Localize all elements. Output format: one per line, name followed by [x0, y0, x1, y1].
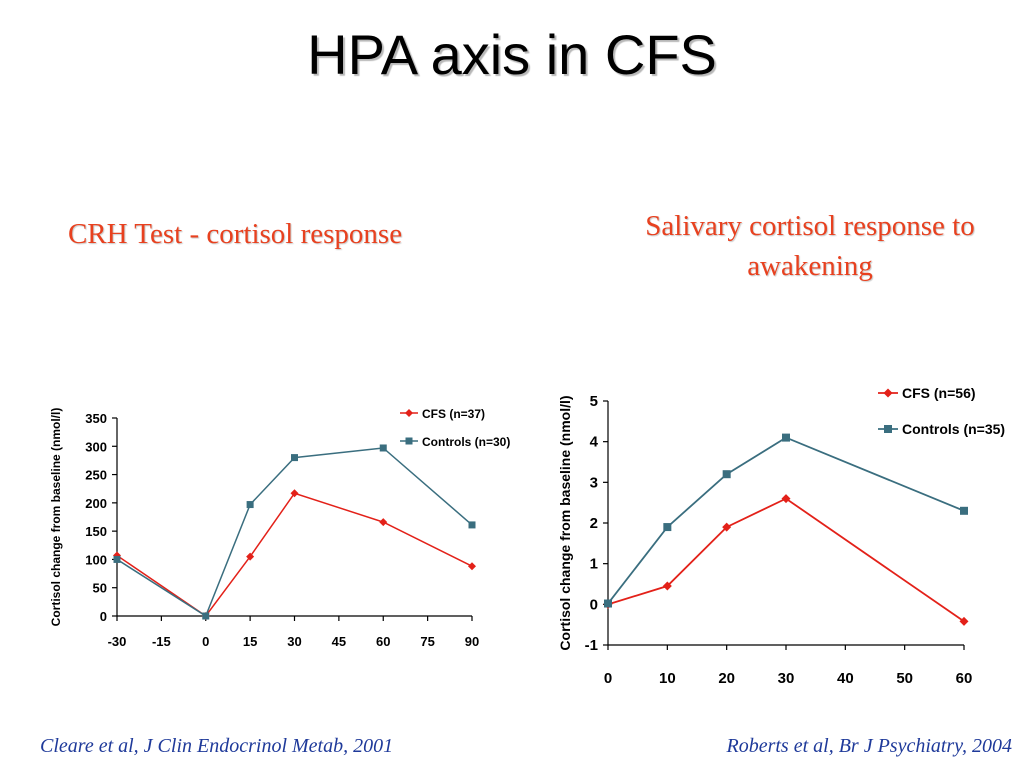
cfs-data-point: [246, 552, 255, 561]
legend-marker: [884, 425, 892, 433]
y-tick-label: 5: [590, 393, 598, 410]
y-tick-label: 4: [590, 434, 599, 451]
crh-test-chart: 0 50 100 150 200 250 300 350 -30 -15 0 15 30 45 60 75 90…: [49, 407, 510, 649]
y-tick-label: 350: [85, 411, 107, 426]
y-tick-label: 100: [85, 552, 107, 567]
cfs-data-point: [959, 616, 969, 626]
controls-data-point: [202, 612, 210, 620]
cfs-data-point: [722, 522, 732, 532]
cfs-data-point: [290, 489, 299, 498]
x-tick-label: 60: [376, 634, 390, 649]
x-tick-label: 75: [420, 634, 434, 649]
controls-data-point: [113, 555, 121, 563]
series-line-controls: [116, 447, 473, 618]
y-tick-label: -1: [585, 637, 598, 654]
legend-label: Controls (n=35): [902, 421, 1005, 437]
legend-marker: [405, 409, 413, 417]
cfs-data-point: [781, 494, 791, 504]
cfs-data-point: [662, 581, 672, 591]
y-tick-label: 2: [590, 515, 598, 532]
controls-data-point: [291, 454, 298, 462]
controls-data-point: [663, 523, 672, 532]
y-tick-label: 1: [590, 556, 598, 573]
y-tick-label: 0: [100, 609, 107, 624]
legend-label: CFS (n=56): [902, 385, 976, 401]
legend-label: Controls (n=30): [422, 435, 510, 449]
x-tick-label: 90: [465, 634, 479, 649]
controls-data-point: [604, 599, 612, 608]
x-tick-label: 15: [243, 634, 257, 649]
right-citation: Roberts et al, Br J Psychiatry, 2004: [726, 735, 1012, 757]
left-chart-title: CRH Test - cortisol response: [67, 218, 403, 250]
legend-label: CFS (n=37): [422, 407, 485, 421]
cfs-data-point: [468, 562, 476, 571]
series-line-cfs: [607, 497, 965, 623]
controls-data-point: [782, 433, 790, 442]
y-tick-label: 200: [85, 496, 107, 511]
slide-title: HPA axis in CFS: [307, 23, 717, 86]
x-tick-label: 20: [718, 670, 735, 687]
y-tick-label: 0: [590, 596, 598, 613]
x-tick-label: 0: [202, 634, 209, 649]
y-axis-title: Cortisol change from baseline (nmol/l): [49, 408, 63, 627]
x-tick-label: 50: [896, 670, 913, 687]
x-tick-label: 0: [604, 670, 612, 687]
x-tick-label: 40: [837, 670, 854, 687]
series-line-controls: [607, 436, 965, 605]
controls-data-point: [722, 470, 731, 479]
legend-marker: [883, 388, 893, 398]
x-tick-label: -15: [152, 634, 171, 649]
x-tick-label: 60: [956, 670, 973, 687]
y-tick-label: 50: [93, 581, 107, 596]
controls-data-point: [468, 521, 476, 529]
legend-marker: [405, 437, 413, 445]
y-tick-label: 3: [590, 474, 598, 491]
y-tick-label: 150: [85, 524, 107, 539]
right-chart-title: Salivary cortisol response to awakening: [645, 210, 975, 282]
y-tick-label: 300: [85, 439, 107, 454]
series-line-cfs: [116, 492, 473, 618]
x-tick-label: 30: [287, 634, 301, 649]
cfs-data-point: [379, 518, 388, 527]
x-tick-label: 45: [332, 634, 346, 649]
x-tick-label: -30: [108, 634, 127, 649]
controls-data-point: [960, 506, 968, 515]
left-citation: Cleare et al, J Clin Endocrinol Metab, 2…: [40, 735, 394, 757]
y-tick-label: 250: [85, 468, 107, 483]
x-tick-label: 30: [778, 670, 795, 687]
controls-data-point: [379, 444, 387, 452]
x-tick-label: 10: [659, 670, 676, 687]
controls-data-point: [246, 501, 254, 509]
y-axis-title: Cortisol change from baseline (nmol/l): [557, 395, 573, 650]
